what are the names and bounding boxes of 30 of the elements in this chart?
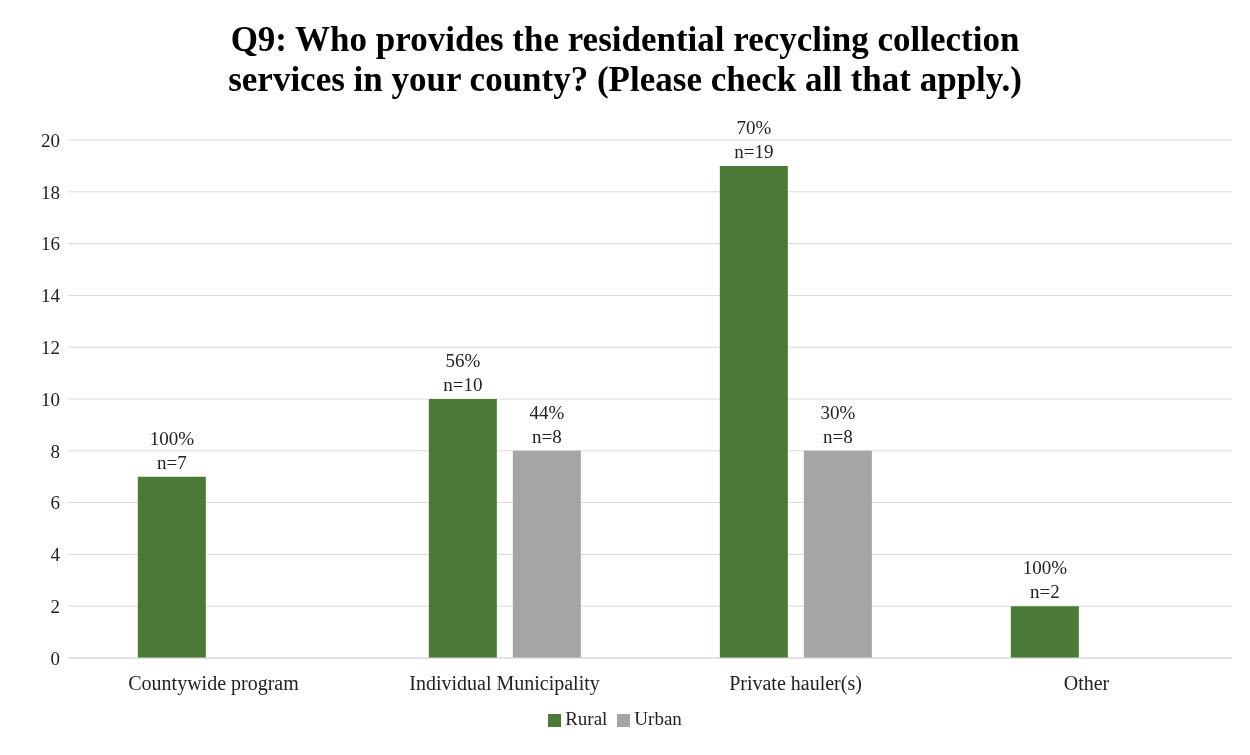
x-tick-label: Other: [1063, 672, 1110, 695]
bar: [137, 476, 206, 658]
bar: [719, 165, 788, 658]
data-label: 30% n=8: [820, 401, 856, 447]
bar: [803, 450, 872, 658]
x-tick-label: Private hauler(s): [729, 672, 862, 696]
bar: [428, 399, 497, 658]
y-tick-label: 2: [50, 595, 60, 617]
y-tick-label: 20: [41, 129, 60, 151]
y-tick-label: 6: [50, 492, 60, 514]
x-tick-label: Individual Municipality: [409, 672, 600, 696]
bar: [1010, 606, 1079, 658]
data-label: 70% n=19: [734, 116, 774, 162]
y-tick-label: 16: [41, 233, 60, 255]
y-tick-label: 14: [41, 285, 61, 307]
legend-label: Rural: [565, 708, 608, 729]
y-tick-label: 18: [41, 181, 60, 203]
chart-title: Q9: Who provides the residential recycling collection services in your county? (Please check all that apply.): [227, 19, 1023, 100]
data-label: 100% n=2: [1022, 557, 1068, 603]
y-tick-label: 8: [50, 440, 60, 462]
y-tick-label: 4: [50, 544, 61, 566]
legend-label: Urban: [634, 708, 682, 729]
y-tick-label: 0: [50, 647, 60, 669]
bar: [512, 450, 581, 658]
x-tick-label: Countywide program: [128, 672, 300, 696]
data-label: 100% n=7: [149, 427, 195, 473]
data-label: 56% n=10: [443, 350, 483, 395]
y-tick-label: 10: [41, 388, 60, 410]
data-label: 44% n=8: [529, 401, 565, 447]
y-tick-label: 12: [41, 336, 60, 358]
